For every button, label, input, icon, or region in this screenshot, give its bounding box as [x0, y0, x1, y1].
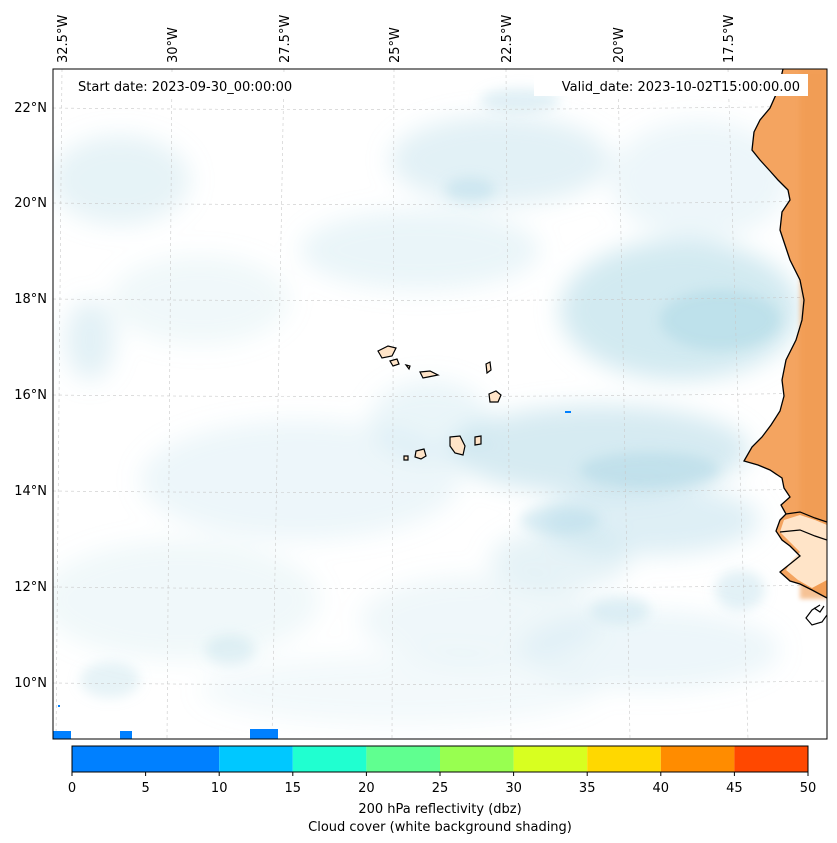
colorbar-segment	[72, 746, 220, 772]
lon-label: 30°W	[166, 27, 181, 63]
colorbar-segment	[292, 746, 367, 772]
colorbar-label: 200 hPa reflectivity (dbz)	[358, 802, 521, 817]
colorbar-tick-label: 25	[432, 781, 449, 796]
lon-label: 32.5°W	[56, 15, 71, 63]
map-area	[53, 69, 827, 739]
lon-label: 25°W	[388, 27, 403, 63]
colorbar-segment	[219, 746, 293, 772]
lon-label: 22.5°W	[500, 15, 515, 63]
lat-label: 22°N	[14, 101, 47, 116]
colorbar-tick-label: 30	[505, 781, 522, 796]
lat-label: 18°N	[14, 292, 47, 307]
cloud-cover-shading	[53, 88, 800, 725]
colorbar-segment	[366, 746, 440, 772]
colorbar-ticks: 0 5 10 15 20 25 30 35 40 45 50	[68, 772, 816, 796]
colorbar-segments	[72, 746, 808, 772]
colorbar-segment	[440, 746, 514, 772]
colorbar-segment	[660, 746, 735, 772]
lon-label: 17.5°W	[722, 15, 737, 63]
lat-label: 10°N	[14, 676, 47, 691]
colorbar-tick-label: 10	[211, 781, 228, 796]
start-date-box: Start date: 2023-09-30_00:00:00	[68, 74, 330, 96]
lat-label: 14°N	[14, 484, 47, 499]
colorbar-segment	[513, 746, 588, 772]
colorbar-tick-label: 0	[68, 781, 76, 796]
colorbar-tick-label: 40	[653, 781, 670, 796]
lon-label: 27.5°W	[278, 15, 293, 63]
map-border	[52, 68, 828, 740]
colorbar-segment	[587, 746, 661, 772]
lat-label: 12°N	[14, 580, 47, 595]
colorbar-tick-label: 15	[285, 781, 302, 796]
colorbar: 0 5 10 15 20 25 30 35 40 45 50 200 hPa reflectivit…	[68, 745, 816, 835]
latitude-labels: 22°N 20°N 18°N 16°N 14°N 12°N 10°N	[14, 101, 47, 691]
lon-label: 20°W	[612, 27, 627, 63]
valid-date-label: Valid_date: 2023-10-02T15:00:00.00	[562, 80, 800, 95]
longitude-labels: 32.5°W 30°W 27.5°W 25°W 22.5°W 20°W 17.5…	[56, 15, 737, 63]
cape-verde-islands	[377, 345, 502, 461]
colorbar-sublabel: Cloud cover (white background shading)	[308, 820, 572, 835]
colorbar-segment	[734, 746, 808, 772]
graticule	[53, 69, 827, 739]
colorbar-tick-label: 20	[358, 781, 375, 796]
lat-label: 20°N	[14, 196, 47, 211]
valid-date-box: Valid_date: 2023-10-02T15:00:00.00	[534, 74, 808, 96]
colorbar-tick-label: 5	[141, 781, 149, 796]
lat-label: 16°N	[14, 388, 47, 403]
colorbar-tick-label: 45	[726, 781, 743, 796]
colorbar-tick-label: 35	[579, 781, 596, 796]
start-date-label: Start date: 2023-09-30_00:00:00	[78, 80, 292, 95]
colorbar-tick-label: 50	[800, 781, 817, 796]
africa-landmass	[743, 69, 827, 626]
reflectivity-echoes	[53, 411, 571, 739]
